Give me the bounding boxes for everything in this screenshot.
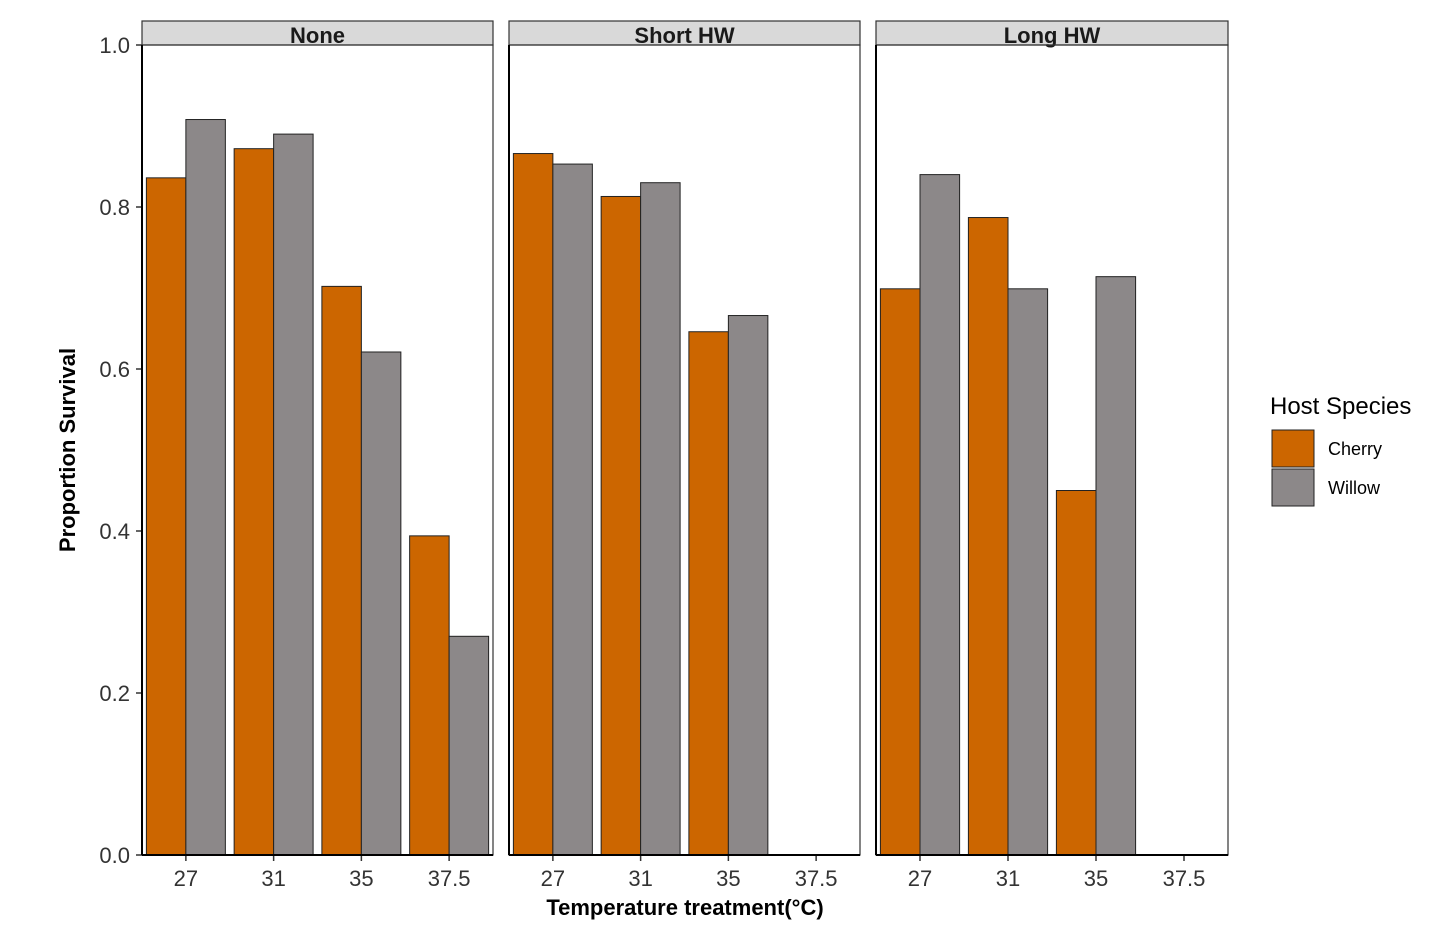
bar-willow-31 [273,133,314,856]
bar-willow-35 [360,351,402,856]
bar-cherry-27 [145,177,187,856]
bar-cherry-27 [512,153,554,856]
facet-panel-none: None 27 31 35 37.5 [141,20,494,891]
bar-willow-31 [640,182,681,856]
y-tick-label: 0.6 [99,357,130,382]
legend-swatch-cherry [1271,429,1315,468]
x-tick-label: 31 [261,866,285,891]
x-tick-label: 27 [541,866,565,891]
y-tick-label: 1.0 [99,33,130,58]
x-tick-label: 37.5 [428,866,471,891]
facet-panel-short-hw: Short HW 27 31 35 37.5 [508,20,861,891]
bar-cherry-37.5 [409,535,450,856]
x-tick-label: 35 [349,866,373,891]
y-tick-label: 0.4 [99,519,130,544]
y-tick-label: 0.8 [99,195,130,220]
bar-cherry-35 [321,285,362,856]
x-tick-label: 37.5 [795,866,838,891]
bar-willow-35 [727,315,769,856]
x-tick-label: 37.5 [1163,866,1206,891]
bar-willow-31 [1007,288,1049,856]
legend-swatch-willow [1271,468,1315,507]
facet-panel-long-hw: Long HW 27 31 35 37.5 [875,20,1229,891]
x-axis-title: Temperature treatment(°C) [546,895,823,920]
bar-cherry-35 [1055,490,1097,856]
x-tick-label: 31 [628,866,652,891]
facet-panels: None 27 31 35 37.5 Short HW 27 31 35 37.5 Long HW 2… [141,20,1229,891]
bar-cherry-27 [879,288,921,856]
x-tick-label: 27 [908,866,932,891]
facet-strip-label: Long HW [1004,23,1101,48]
legend-title: Host Species [1270,393,1411,420]
x-tick-label: 31 [996,866,1020,891]
legend-label-cherry: Cherry [1328,439,1382,459]
bar-cherry-31 [233,148,275,856]
facet-strip-label: None [290,23,345,48]
bar-cherry-31 [600,195,642,856]
x-tick-label: 35 [716,866,740,891]
facet-strip-label: Short HW [634,23,734,48]
y-tick-label: 0.2 [99,681,130,706]
legend-label-willow: Willow [1328,478,1381,498]
bar-willow-27 [185,119,226,856]
x-tick-label: 27 [174,866,198,891]
bar-cherry-35 [688,331,729,856]
bar-willow-27 [919,174,961,856]
legend: Host Species Cherry Willow [1270,393,1411,507]
bar-willow-35 [1095,276,1137,856]
y-axis: 0.0 0.2 0.4 0.6 0.8 1.0 [99,33,142,868]
bar-willow-27 [552,163,593,856]
x-tick-label: 35 [1084,866,1108,891]
y-axis-title: Proportion Survival [55,348,80,552]
bar-willow-37.5 [448,635,490,856]
bar-cherry-31 [967,217,1009,856]
y-tick-label: 0.0 [99,843,130,868]
